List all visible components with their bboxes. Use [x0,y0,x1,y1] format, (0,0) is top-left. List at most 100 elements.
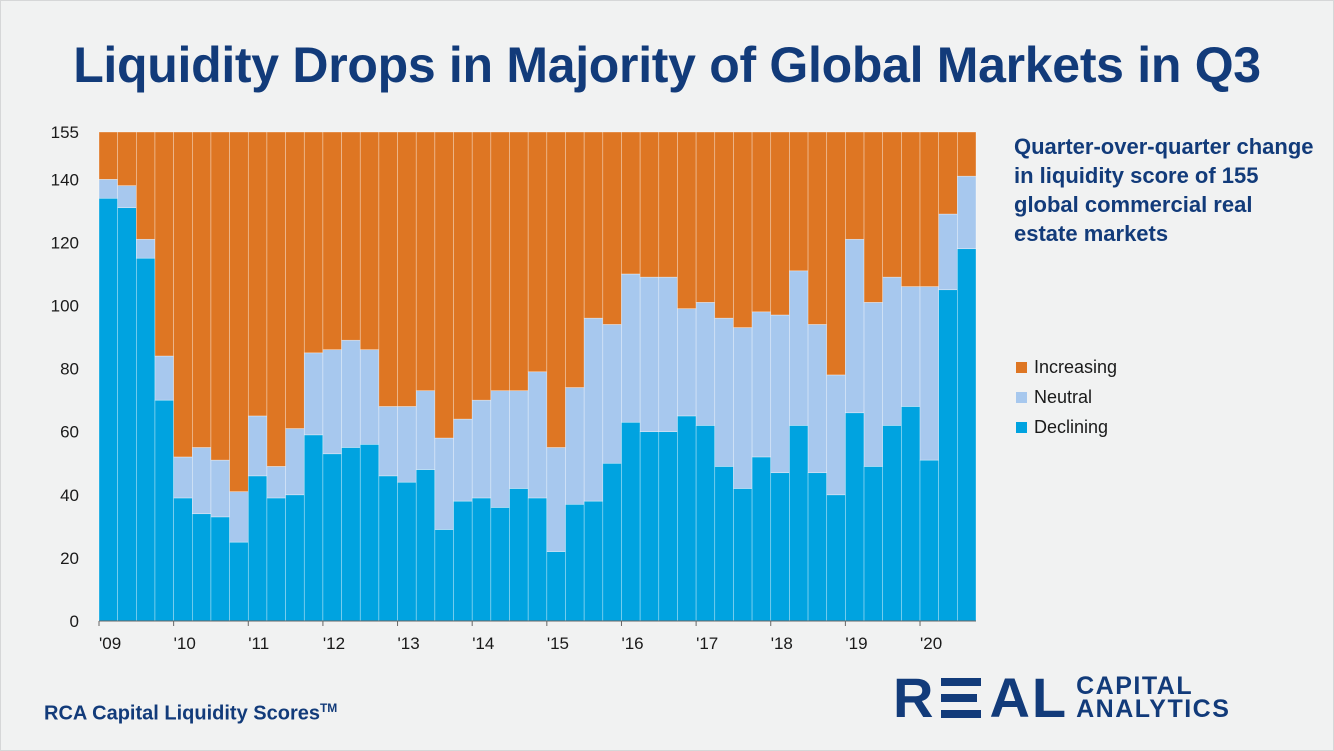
bar-neutral-17 [415,390,436,470]
bar-declining-42 [882,425,902,622]
x-tick-label: '12 [323,634,345,653]
bar-neutral-36 [770,314,790,474]
bar-neutral-2 [136,238,156,259]
bar-declining-11 [303,434,324,622]
bar-increasing-18 [434,131,454,439]
logo-sub-analytics: ANALYTICS [1076,695,1231,723]
bar-declining-29 [639,431,660,622]
bar-declining-27 [602,462,622,622]
bar-neutral-46 [957,175,977,250]
bar-neutral-6 [210,459,230,518]
bar-neutral-23 [527,371,548,499]
bar-increasing-33 [714,131,734,319]
legend-swatch [1016,391,1027,403]
bar-increasing-31 [677,131,697,309]
bar-increasing-1 [117,131,137,186]
bar-neutral-20 [471,399,492,499]
bar-neutral-8 [247,415,268,477]
bar-declining-3 [154,399,174,622]
bar-declining-8 [247,475,268,622]
bar-declining-15 [378,475,398,622]
bar-declining-40 [845,412,865,622]
bar-increasing-3 [154,131,174,357]
bar-neutral-29 [639,276,660,433]
bar-declining-7 [229,541,249,622]
bar-declining-26 [583,500,604,622]
bar-increasing-11 [303,131,324,354]
bar-neutral-7 [229,491,249,543]
bar-neutral-22 [509,390,529,489]
bar-neutral-4 [173,456,193,499]
bar-neutral-31 [677,308,697,417]
bar-declining-28 [621,421,641,622]
bar-group [98,131,977,622]
bar-declining-9 [266,497,286,622]
bar-neutral-13 [341,339,361,448]
bar-increasing-10 [285,131,305,429]
bar-increasing-5 [191,131,212,448]
bar-increasing-44 [919,131,939,287]
bar-neutral-45 [938,213,958,291]
bar-increasing-24 [546,131,566,448]
bar-increasing-34 [733,131,753,328]
bar-neutral-32 [695,302,716,426]
bar-increasing-26 [583,131,604,319]
bar-neutral-42 [882,276,902,426]
bar-declining-1 [117,207,137,622]
bar-neutral-40 [845,238,865,414]
bar-increasing-23 [527,131,548,373]
bar-declining-10 [285,494,305,622]
bar-increasing-35 [751,131,772,313]
y-tick-label: 60 [60,423,79,442]
bar-declining-16 [397,481,417,622]
bar-declining-25 [565,503,585,622]
bar-neutral-21 [490,390,510,508]
legend-swatch [1016,361,1027,373]
y-tick-label: 20 [60,549,79,568]
bar-neutral-26 [583,317,604,502]
bar-neutral-9 [266,466,286,499]
legend-swatch [1016,421,1027,433]
bar-declining-19 [453,500,473,622]
y-tick-label: 120 [51,233,79,252]
bar-declining-44 [919,459,939,622]
y-axis: 0 20 40 60 80 100 120 140 155 [51,123,79,631]
bar-declining-5 [191,513,212,622]
bar-increasing-12 [322,131,342,350]
x-tick-label: '18 [771,634,793,653]
bar-declining-39 [826,494,846,622]
bar-neutral-0 [98,179,118,199]
bar-neutral-24 [546,447,566,552]
bar-declining-41 [863,466,884,622]
bar-increasing-27 [602,131,622,325]
bar-neutral-3 [154,355,174,401]
bar-declining-6 [210,516,230,622]
bar-declining-45 [938,289,958,622]
bar-declining-33 [714,466,734,622]
bar-neutral-39 [826,374,846,496]
bar-increasing-28 [621,131,641,275]
bar-neutral-35 [751,311,772,458]
bar-declining-34 [733,488,753,622]
bar-neutral-44 [919,286,939,461]
bar-neutral-33 [714,317,734,467]
bar-increasing-13 [341,131,361,341]
bar-neutral-28 [621,273,641,423]
bar-neutral-1 [117,185,137,209]
x-axis: '09 '10 '11 '12 '13 '14 '15 '16 '17 '18 '19 '20 [98,620,976,653]
bar-declining-46 [957,248,977,622]
chart-title: Liquidity Drops in Majority of Global Ma… [73,37,1261,93]
legend-label: Neutral [1034,386,1093,407]
bar-neutral-27 [602,324,622,464]
bar-declining-12 [322,453,342,622]
x-tick-label: '20 [920,634,942,653]
legend-item-neutral: Neutral [1016,382,1117,412]
bar-increasing-8 [247,131,268,417]
bar-increasing-37 [789,131,809,272]
bar-increasing-7 [229,131,249,492]
y-tick-label: 0 [70,612,79,631]
bar-declining-4 [173,497,193,622]
logo-sub-capital: CAPITAL [1076,672,1194,700]
bar-declining-38 [807,472,828,622]
bar-increasing-39 [826,131,846,376]
